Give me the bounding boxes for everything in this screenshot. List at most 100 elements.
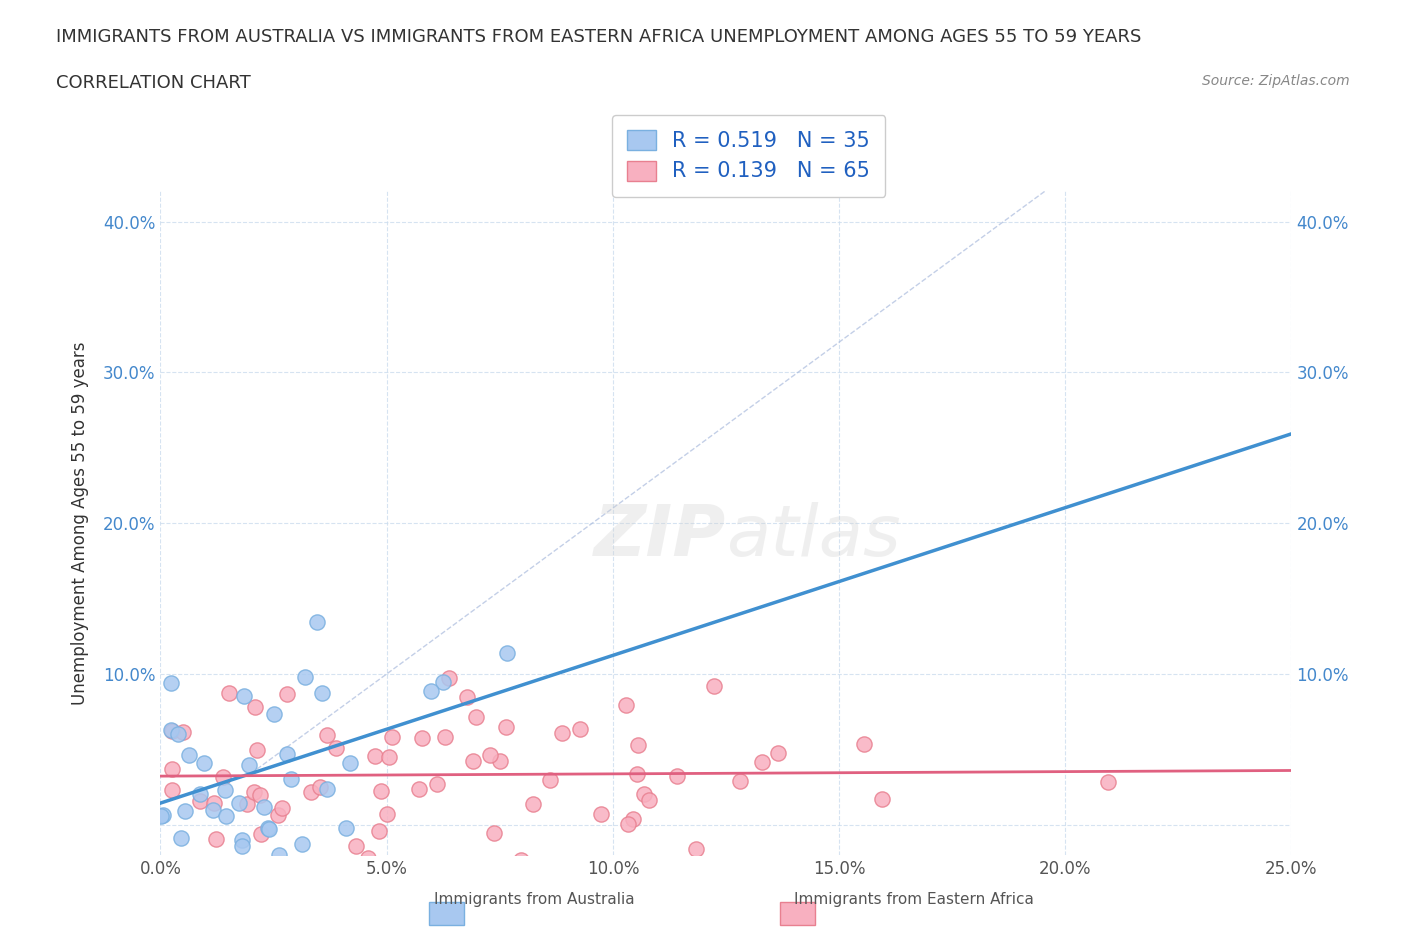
Point: [291, 837, 314, 852]
Point: [344, 839, 367, 854]
Point: [149, 809, 172, 824]
Point: [212, 769, 235, 784]
Point: [276, 746, 298, 761]
Point: [172, 724, 194, 739]
Point: [263, 707, 285, 722]
Point: [411, 730, 433, 745]
Point: [496, 645, 519, 660]
Point: [621, 812, 644, 827]
Point: [215, 808, 238, 823]
Point: [249, 788, 271, 803]
Point: [162, 724, 184, 738]
Point: [522, 797, 544, 812]
Point: [437, 671, 460, 685]
Point: [202, 796, 225, 811]
Point: [160, 723, 183, 737]
Point: [162, 783, 184, 798]
Point: [408, 781, 430, 796]
Point: [308, 779, 330, 794]
Legend: R = 0.519   N = 35, R = 0.139   N = 65: R = 0.519 N = 35, R = 0.139 N = 65: [612, 114, 886, 197]
Point: [367, 823, 389, 838]
Point: [665, 768, 688, 783]
Point: [294, 670, 316, 684]
Point: [432, 674, 454, 689]
Point: [591, 807, 613, 822]
Point: [461, 753, 484, 768]
Point: [617, 817, 640, 831]
Point: [170, 830, 193, 845]
Point: [193, 755, 215, 770]
Point: [231, 839, 253, 854]
Point: [430, 867, 453, 882]
Point: [305, 615, 328, 630]
Point: [243, 699, 266, 714]
Point: [228, 795, 250, 810]
Point: [238, 758, 260, 773]
Point: [315, 728, 337, 743]
Point: [250, 827, 273, 842]
Point: [253, 800, 276, 815]
Point: [267, 808, 290, 823]
Point: [489, 754, 512, 769]
Point: [370, 784, 392, 799]
Point: [218, 686, 240, 701]
Point: [335, 821, 357, 836]
Point: [357, 850, 380, 865]
Point: [259, 821, 281, 836]
Point: [339, 756, 361, 771]
Point: [509, 852, 531, 867]
Text: Immigrants from Eastern Africa: Immigrants from Eastern Africa: [794, 892, 1033, 907]
Point: [766, 746, 789, 761]
Point: [495, 719, 517, 734]
Point: [311, 686, 333, 701]
Point: [179, 748, 201, 763]
Point: [166, 727, 188, 742]
Y-axis label: Unemployment Among Ages 55 to 59 years: Unemployment Among Ages 55 to 59 years: [72, 341, 89, 705]
Point: [456, 690, 478, 705]
Point: [316, 781, 339, 796]
Point: [231, 832, 253, 847]
Point: [325, 740, 347, 755]
Point: [538, 772, 561, 787]
Point: [685, 842, 707, 857]
Point: [232, 688, 254, 703]
Point: [280, 772, 302, 787]
Point: [377, 750, 399, 764]
Point: [160, 675, 183, 690]
Point: [626, 766, 648, 781]
Point: [214, 783, 236, 798]
Point: [205, 832, 228, 847]
Point: [703, 679, 725, 694]
Point: [627, 737, 650, 752]
Point: [236, 797, 259, 812]
Point: [174, 804, 197, 818]
Point: [160, 762, 183, 777]
Point: [426, 777, 449, 791]
Point: [465, 710, 488, 724]
Point: [299, 785, 322, 800]
Point: [246, 743, 269, 758]
Point: [1097, 775, 1119, 790]
Point: [551, 725, 574, 740]
Text: IMMIGRANTS FROM AUSTRALIA VS IMMIGRANTS FROM EASTERN AFRICA UNEMPLOYMENT AMONG A: IMMIGRANTS FROM AUSTRALIA VS IMMIGRANTS …: [56, 28, 1142, 46]
Point: [872, 791, 894, 806]
Point: [614, 698, 637, 712]
Point: [202, 803, 225, 817]
Point: [242, 785, 264, 800]
Point: [633, 787, 655, 802]
Point: [375, 806, 398, 821]
Point: [420, 684, 443, 698]
Text: Source: ZipAtlas.com: Source: ZipAtlas.com: [1202, 74, 1350, 88]
Point: [381, 730, 404, 745]
Text: ZIP: ZIP: [593, 502, 725, 571]
Text: CORRELATION CHART: CORRELATION CHART: [56, 74, 252, 92]
Point: [569, 722, 592, 737]
Point: [188, 793, 211, 808]
Point: [433, 730, 456, 745]
Point: [478, 748, 501, 763]
Text: atlas: atlas: [725, 502, 901, 571]
Point: [364, 749, 387, 764]
Point: [152, 807, 174, 822]
Point: [751, 754, 773, 769]
Point: [482, 825, 505, 840]
